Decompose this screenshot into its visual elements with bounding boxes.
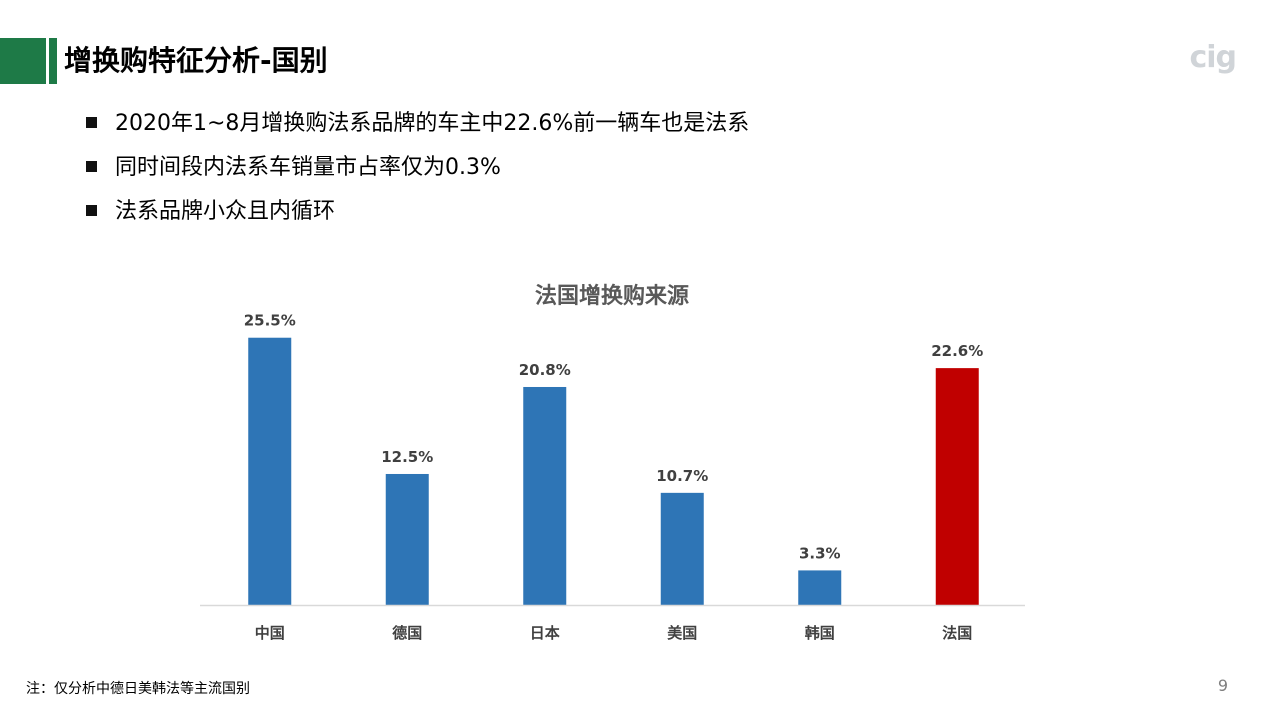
bar-6 — [935, 368, 979, 605]
category-label: 法国 — [942, 624, 972, 642]
data-label: 12.5% — [381, 448, 433, 466]
data-label: 25.5% — [244, 312, 296, 330]
bullet-list: 2020年1~8月增换购法系品牌的车主中22.6%前一辆车也是法系 同时间段内法… — [86, 104, 749, 236]
bar-3 — [523, 386, 567, 605]
data-label: 3.3% — [799, 544, 841, 562]
page-number: 9 — [1217, 676, 1228, 695]
page-title: 增换购特征分析-国别 — [64, 44, 328, 77]
category-label: 日本 — [530, 624, 560, 642]
square-bullet-icon — [86, 116, 97, 128]
bullet-text: 同时间段内法系车销量市占率仅为0.3% — [115, 155, 501, 180]
data-label: 10.7% — [656, 467, 708, 485]
square-bullet-icon — [86, 160, 97, 172]
bar-5 — [798, 570, 842, 605]
header-accent-bar — [0, 38, 46, 84]
bar-4 — [660, 492, 704, 605]
bullet-item: 2020年1~8月增换购法系品牌的车主中22.6%前一辆车也是法系 — [86, 104, 749, 148]
category-label: 德国 — [392, 624, 422, 642]
data-label: 22.6% — [931, 342, 983, 360]
category-label: 中国 — [255, 624, 285, 642]
bars-layer — [248, 337, 979, 605]
cig-logo: cig — [1189, 40, 1237, 75]
data-label: 20.8% — [519, 361, 571, 379]
bullet-text: 法系品牌小众且内循环 — [115, 199, 336, 224]
bullet-text: 2020年1~8月增换购法系品牌的车主中22.6%前一辆车也是法系 — [115, 111, 750, 136]
category-label: 美国 — [667, 624, 697, 642]
category-label: 韩国 — [805, 624, 835, 642]
chart-title: 法国增换购来源 — [535, 283, 689, 309]
footnote: 注：仅分析中德日美韩法等主流国别 — [26, 681, 250, 697]
bullet-item: 法系品牌小众且内循环 — [86, 192, 749, 236]
bar-2 — [385, 473, 429, 605]
labels-layer: 25.5% 中国 12.5% 德国 20.8% 日本 10.7% 美国 3.3% 韩国 22.6% 法… — [244, 312, 984, 642]
square-bullet-icon — [86, 204, 97, 216]
bullet-item: 同时间段内法系车销量市占率仅为0.3% — [86, 148, 749, 192]
bar-1 — [248, 337, 292, 605]
header-accent-stripe — [49, 38, 57, 84]
